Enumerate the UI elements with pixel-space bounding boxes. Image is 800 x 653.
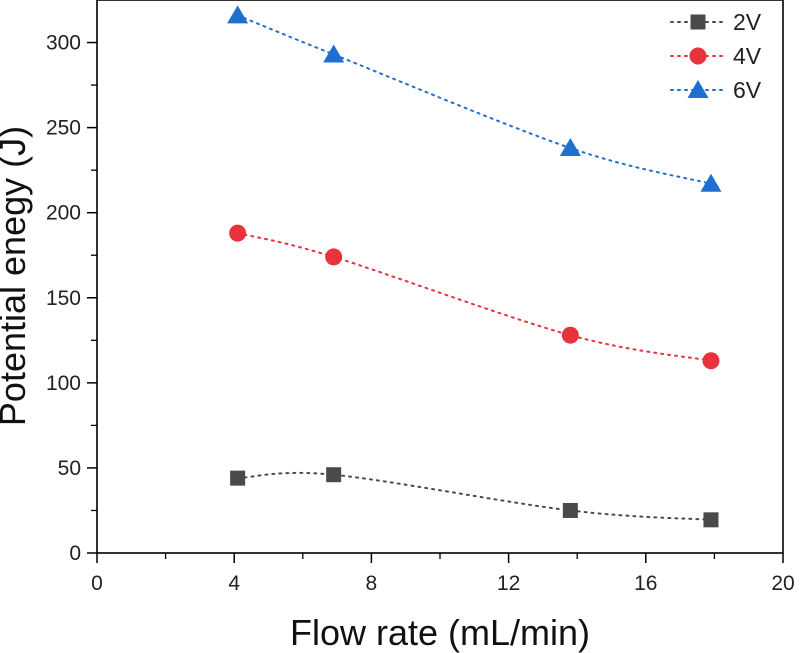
data-point-2v-4 bbox=[703, 512, 719, 528]
y-axis-label: Potential enegy (J) bbox=[0, 126, 33, 426]
data-point-6v-1 bbox=[227, 5, 249, 24]
data-point-2v-3 bbox=[562, 502, 578, 518]
x-tick-label: 0 bbox=[91, 572, 103, 595]
data-point-2v-2 bbox=[326, 467, 342, 483]
series-line-6v bbox=[236, 14, 712, 185]
legend-marker-4v bbox=[689, 47, 707, 65]
legend-label-4v: 4V bbox=[733, 43, 762, 69]
data-point-4v-1 bbox=[229, 224, 247, 242]
y-tick-label: 0 bbox=[69, 542, 81, 565]
x-tick-label: 20 bbox=[771, 572, 794, 595]
y-tick-label: 100 bbox=[46, 372, 81, 395]
series-line-4v bbox=[236, 232, 712, 362]
y-tick-label: 50 bbox=[58, 457, 81, 480]
data-point-6v-4 bbox=[700, 173, 722, 192]
x-tick-label: 4 bbox=[228, 572, 240, 595]
data-point-4v-2 bbox=[325, 248, 343, 266]
data-point-6v-2 bbox=[323, 44, 345, 63]
legend-marker-6v bbox=[687, 80, 709, 98]
legend: 2V 4V 6V bbox=[670, 9, 762, 103]
legend-label-2v: 2V bbox=[733, 9, 762, 35]
x-tick-label: 16 bbox=[634, 572, 657, 595]
legend-label-6v: 6V bbox=[733, 77, 762, 103]
plot-marks bbox=[227, 5, 722, 528]
data-point-4v-3 bbox=[561, 326, 579, 344]
x-tick-label: 12 bbox=[497, 572, 520, 595]
y-tick-label: 300 bbox=[46, 32, 81, 55]
x-axis-label: Flow rate (mL/min) bbox=[290, 612, 590, 653]
y-tick-label: 150 bbox=[46, 287, 81, 310]
x-tick-label: 8 bbox=[366, 572, 378, 595]
y-tick-label: 200 bbox=[46, 202, 81, 225]
series-line-2v bbox=[236, 471, 712, 521]
plot-frame bbox=[96, 0, 784, 554]
y-tick-label: 250 bbox=[46, 117, 81, 140]
legend-marker-2v bbox=[690, 14, 706, 30]
data-point-6v-3 bbox=[559, 138, 581, 157]
data-point-2v-1 bbox=[230, 470, 246, 486]
data-point-4v-4 bbox=[702, 352, 720, 370]
